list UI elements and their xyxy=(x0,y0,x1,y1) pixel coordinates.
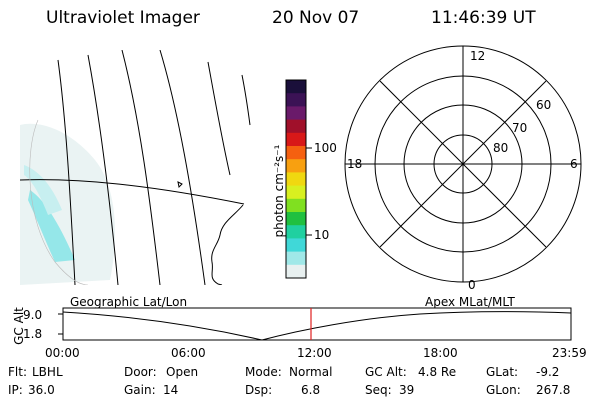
colorbar-band xyxy=(286,238,306,253)
meridian-line xyxy=(87,54,119,285)
geo-caption: Geographic Lat/Lon xyxy=(70,295,188,309)
time-label: 11:46:39 UT xyxy=(431,8,536,28)
status-ip-value: 36.0 xyxy=(28,383,55,397)
status-ip-key: IP: xyxy=(8,383,23,397)
time-tick-1200: 12:00 xyxy=(297,346,332,360)
status-door-value: Open xyxy=(166,365,199,379)
orbit-altitude-curve xyxy=(62,311,572,341)
mlt-18-label: 18 xyxy=(347,157,363,171)
colorbar-band xyxy=(286,172,306,187)
colorbar-band xyxy=(286,185,306,200)
parallel-line xyxy=(20,179,245,205)
orbit-timeline xyxy=(58,307,572,341)
status-dsp-value: 6.8 xyxy=(301,383,321,397)
colorbar xyxy=(285,79,312,279)
colorbar-band xyxy=(286,159,306,173)
colorbar-band xyxy=(286,264,306,279)
meridian-line xyxy=(121,50,161,285)
status-filter-value: LBHL xyxy=(32,365,63,379)
ytick-top: 9.0 xyxy=(23,308,43,322)
colorbar-band xyxy=(286,93,306,107)
status-gain-key: Gain: xyxy=(124,383,156,397)
coastline xyxy=(211,204,244,285)
colorbar-tick-100: 100 xyxy=(314,141,337,155)
lat-60-label: 60 xyxy=(536,98,552,112)
colorbar-band xyxy=(286,146,306,160)
status-seq-key: Seq: xyxy=(365,383,392,397)
meridian-line xyxy=(159,50,206,285)
aurora-emission-region xyxy=(20,123,115,285)
status-seq-value: 39 xyxy=(399,383,415,397)
time-tick-2359: 23:59 xyxy=(552,346,587,360)
colorbar-tick-10: 10 xyxy=(314,228,330,242)
status-dsp-key: Dsp: xyxy=(245,383,273,397)
mlt-12-label: 12 xyxy=(470,49,486,63)
ytick-bottom: 1.8 xyxy=(23,327,43,341)
time-tick-0600: 06:00 xyxy=(171,346,206,360)
colorbar-unit-label: photon cm⁻²s⁻¹ xyxy=(272,144,286,238)
colorbar-band xyxy=(286,119,306,134)
status-filter-key: Flt: xyxy=(8,365,27,379)
time-tick-0000: 00:00 xyxy=(45,346,80,360)
colorbar-band xyxy=(286,251,306,266)
time-tick-1800: 18:00 xyxy=(423,346,458,360)
colorbar-band xyxy=(286,80,306,94)
meridian-line xyxy=(207,61,231,176)
instrument-title: Ultraviolet Imager xyxy=(46,8,200,28)
status-glon-key: GLon: xyxy=(486,383,521,397)
lat-70-label: 70 xyxy=(512,121,528,135)
polar-caption: Apex MLat/MLT xyxy=(425,295,515,309)
status-door-key: Door: xyxy=(124,365,157,379)
status-gcalt-key: GC Alt: xyxy=(365,365,407,379)
mlt-6-label: 6 xyxy=(570,157,578,171)
colorbar-band xyxy=(286,106,306,121)
colorbar-band xyxy=(286,132,306,147)
status-glon-value: 267.8 xyxy=(536,383,571,397)
meridian-line xyxy=(57,59,76,285)
status-glat-value: -9.2 xyxy=(536,365,560,379)
status-glat-key: GLat: xyxy=(486,365,519,379)
lat-80-label: 80 xyxy=(493,141,509,155)
colorbar-band xyxy=(286,212,306,226)
earth-limb xyxy=(29,119,89,285)
meridian-line xyxy=(241,74,251,126)
status-mode-value: Normal xyxy=(289,365,333,379)
date-label: 20 Nov 07 xyxy=(272,8,360,28)
polar-plot xyxy=(344,45,582,283)
colorbar-band xyxy=(286,198,306,213)
status-gcalt-value: 4.8 Re xyxy=(418,365,457,379)
status-mode-key: Mode: xyxy=(245,365,282,379)
mlt-0-label: 0 xyxy=(468,278,476,292)
status-gain-value: 14 xyxy=(163,383,179,397)
geo-map-panel xyxy=(20,50,251,285)
colorbar-band xyxy=(286,225,306,239)
